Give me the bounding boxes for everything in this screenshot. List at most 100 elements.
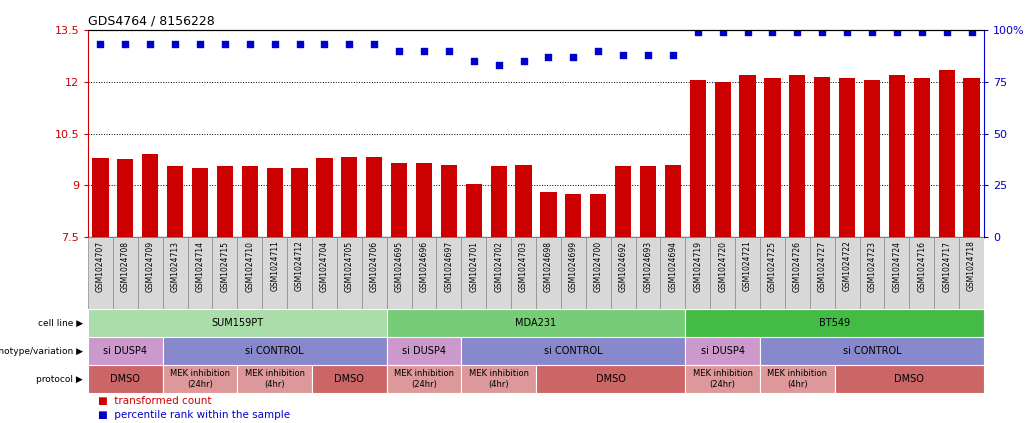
Point	[341, 41, 357, 48]
Text: GSM1024718: GSM1024718	[967, 241, 976, 291]
Point	[590, 47, 607, 54]
Bar	[889, 75, 905, 237]
Text: GSM1024706: GSM1024706	[370, 241, 379, 292]
Text: GSM1024712: GSM1024712	[295, 241, 304, 291]
Text: GSM1024700: GSM1024700	[593, 241, 603, 292]
Bar	[938, 70, 955, 237]
Bar	[785, 237, 810, 309]
Point	[814, 29, 830, 36]
Bar	[242, 166, 258, 237]
Bar	[88, 365, 163, 393]
Bar	[735, 237, 760, 309]
Text: SUM159PT: SUM159PT	[211, 318, 264, 328]
Bar	[834, 365, 984, 393]
Text: GSM1024714: GSM1024714	[196, 241, 205, 291]
Point	[192, 41, 208, 48]
Text: MEK inhibition
(4hr): MEK inhibition (4hr)	[469, 369, 528, 389]
Bar	[685, 365, 760, 393]
Bar	[690, 80, 706, 237]
Text: DMSO: DMSO	[335, 374, 365, 384]
Bar	[163, 365, 237, 393]
Bar	[959, 237, 984, 309]
Bar	[362, 237, 386, 309]
Point	[963, 29, 980, 36]
Text: MEK inhibition
(4hr): MEK inhibition (4hr)	[767, 369, 827, 389]
Bar	[391, 163, 407, 237]
Point	[93, 41, 109, 48]
Text: GSM1024694: GSM1024694	[668, 241, 678, 292]
Text: GSM1024702: GSM1024702	[494, 241, 504, 291]
Bar	[615, 166, 631, 237]
Text: GSM1024704: GSM1024704	[320, 241, 329, 292]
Text: GSM1024703: GSM1024703	[519, 241, 528, 292]
Text: MEK inhibition
(4hr): MEK inhibition (4hr)	[245, 369, 305, 389]
Point	[740, 29, 756, 36]
Bar	[142, 154, 159, 237]
Text: GDS4764 / 8156228: GDS4764 / 8156228	[88, 14, 214, 27]
Bar	[934, 237, 959, 309]
Bar	[88, 337, 163, 365]
Text: GSM1024720: GSM1024720	[718, 241, 727, 291]
Bar	[685, 337, 760, 365]
Text: GSM1024696: GSM1024696	[419, 241, 428, 292]
Bar	[839, 78, 855, 237]
Bar	[864, 80, 880, 237]
Text: si DUSP4: si DUSP4	[700, 346, 745, 356]
Text: GSM1024723: GSM1024723	[867, 241, 877, 291]
Text: GSM1024695: GSM1024695	[394, 241, 404, 292]
Point	[466, 58, 482, 64]
Point	[938, 29, 955, 36]
Text: si DUSP4: si DUSP4	[103, 346, 147, 356]
Text: si CONTROL: si CONTROL	[843, 346, 901, 356]
Bar	[416, 163, 433, 237]
Text: si CONTROL: si CONTROL	[245, 346, 304, 356]
Bar	[536, 365, 685, 393]
Bar	[760, 237, 785, 309]
Bar	[386, 237, 412, 309]
Bar	[237, 365, 312, 393]
Text: BT549: BT549	[819, 318, 850, 328]
Text: si DUSP4: si DUSP4	[402, 346, 446, 356]
Text: cell line ▶: cell line ▶	[38, 319, 82, 327]
Bar	[466, 184, 482, 237]
Text: GSM1024708: GSM1024708	[121, 241, 130, 291]
Bar	[711, 237, 735, 309]
Point	[316, 41, 333, 48]
Bar	[561, 237, 586, 309]
Bar	[860, 237, 885, 309]
Bar	[437, 237, 461, 309]
Text: GSM1024724: GSM1024724	[892, 241, 901, 291]
Text: GSM1024709: GSM1024709	[145, 241, 154, 292]
Text: DMSO: DMSO	[894, 374, 924, 384]
Text: si CONTROL: si CONTROL	[544, 346, 603, 356]
Text: DMSO: DMSO	[595, 374, 625, 384]
Point	[167, 41, 183, 48]
Bar	[291, 168, 308, 237]
Text: GSM1024707: GSM1024707	[96, 241, 105, 292]
Bar	[760, 337, 984, 365]
Bar	[461, 365, 536, 393]
Bar	[441, 165, 457, 237]
Point	[441, 47, 457, 54]
Bar	[88, 237, 113, 309]
Point	[864, 29, 881, 36]
Point	[540, 54, 556, 60]
Text: GSM1024701: GSM1024701	[470, 241, 478, 291]
Text: GSM1024726: GSM1024726	[793, 241, 801, 291]
Bar	[834, 237, 860, 309]
Bar	[316, 158, 333, 237]
Bar	[541, 192, 556, 237]
Point	[565, 54, 582, 60]
Bar	[664, 165, 681, 237]
Bar	[909, 237, 934, 309]
Point	[117, 41, 134, 48]
Bar	[212, 237, 237, 309]
Text: GSM1024727: GSM1024727	[818, 241, 827, 291]
Bar	[660, 237, 685, 309]
Bar	[810, 237, 834, 309]
Point	[664, 52, 681, 58]
Bar	[88, 309, 386, 337]
Bar	[789, 75, 805, 237]
Bar	[640, 166, 656, 237]
Bar	[386, 309, 685, 337]
